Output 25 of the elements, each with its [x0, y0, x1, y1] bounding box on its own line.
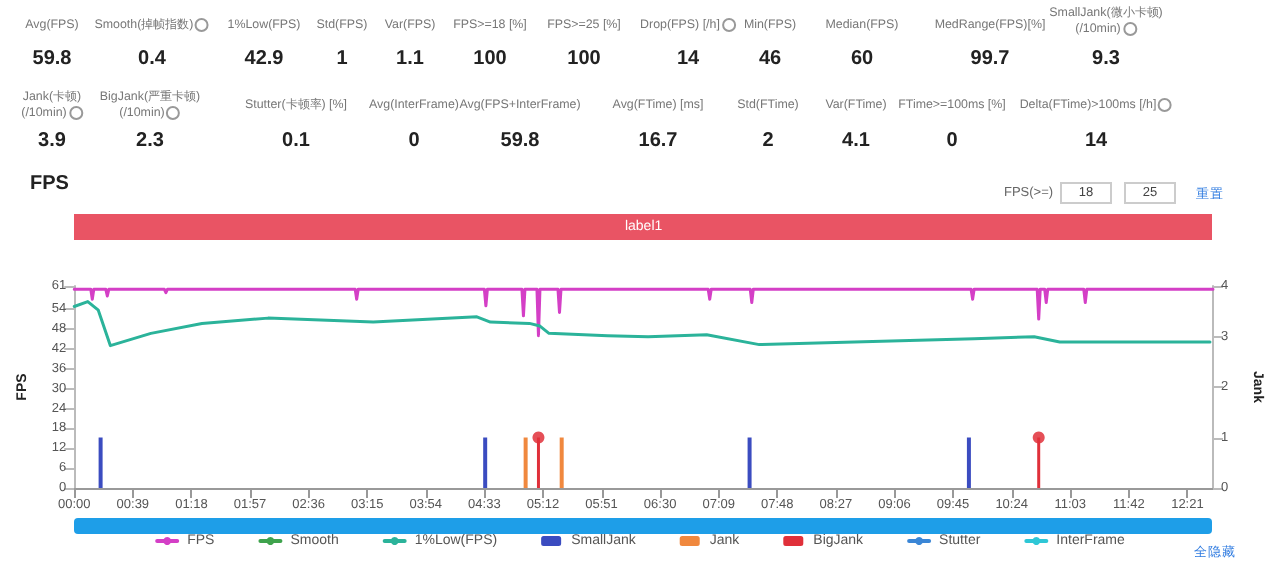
- text: 0.4: [138, 48, 166, 70]
- text: 59.8: [500, 130, 540, 152]
- line-series: [72, 287, 1215, 338]
- text: 2: [762, 130, 774, 152]
- text: 60: [850, 48, 874, 70]
- text: 99.7: [970, 48, 1010, 70]
- text: 59.8: [32, 48, 72, 70]
- line-series: [72, 300, 1212, 348]
- text: 42.9: [244, 48, 284, 70]
- text: 4.1: [842, 130, 870, 152]
- text: 16.7: [638, 130, 678, 152]
- text: 0: [408, 130, 420, 152]
- text: 14: [676, 48, 700, 70]
- text: 1: [336, 48, 348, 70]
- text: 0: [946, 130, 958, 152]
- text: 2.3: [136, 130, 164, 152]
- text: 100: [473, 48, 507, 70]
- text: 100: [567, 48, 601, 70]
- text: 1.1: [396, 48, 424, 70]
- chart-title: FPS: [30, 173, 70, 195]
- text: 9.3: [1092, 48, 1120, 70]
- text: 46: [758, 48, 782, 70]
- text: 14: [1084, 130, 1108, 152]
- text: 0.1: [282, 130, 310, 152]
- text: 3.9: [38, 130, 66, 152]
